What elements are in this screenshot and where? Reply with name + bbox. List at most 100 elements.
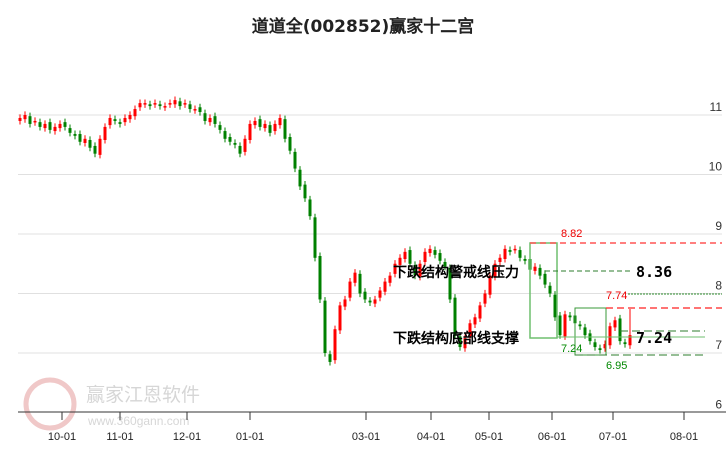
candle-body <box>208 117 212 123</box>
candle-body <box>398 257 402 265</box>
x-axis: 10-01 11-01 12-01 01-01 03-01 04-01 05-01 06-01… <box>18 411 726 443</box>
candle-body <box>593 342 597 348</box>
candle-body <box>68 128 72 133</box>
candle-body <box>503 248 507 259</box>
box-low-label: 7.24 <box>561 343 582 355</box>
candle-body <box>448 267 452 300</box>
resistance-label: 下跌结构警戒线压力 <box>393 264 519 281</box>
candle-body <box>93 145 97 154</box>
candle-body <box>43 123 47 129</box>
candle-body <box>538 267 542 276</box>
candle-body <box>443 261 447 267</box>
y-tick-label: 11 <box>710 100 723 114</box>
candle-body <box>258 119 262 127</box>
candle-body <box>523 258 527 261</box>
candle-body <box>618 318 622 342</box>
candle-body <box>343 299 347 307</box>
candle-body <box>363 291 367 300</box>
candle-body <box>463 338 467 349</box>
candle-body <box>353 272 357 283</box>
candle-body <box>533 266 537 271</box>
candle-body <box>123 117 127 123</box>
support-label: 下跌结构底部线支撑 <box>393 330 519 347</box>
candle-body <box>303 184 307 199</box>
candle-body <box>78 134 82 142</box>
candle-body <box>403 251 407 259</box>
candle-body <box>548 285 552 294</box>
candle-body <box>428 248 432 254</box>
candle-body <box>453 297 457 336</box>
candle-body <box>313 217 317 258</box>
watermark: 赢家江恩软件 www.360gann.com <box>23 377 200 431</box>
candle-body <box>508 250 512 252</box>
x-tick-label: 04-01 <box>417 431 445 443</box>
candle-body <box>438 253 442 261</box>
candle-body <box>518 250 522 258</box>
candle-body <box>133 109 137 117</box>
candle-body <box>423 251 427 262</box>
candle-body <box>513 248 517 251</box>
x-tick-label: 12-01 <box>173 431 201 443</box>
candle-body <box>458 336 462 348</box>
candle-body <box>468 323 472 337</box>
candle-body <box>358 273 362 294</box>
x-tick-label: 10-01 <box>48 431 76 443</box>
x-tick-label: 05-01 <box>475 431 503 443</box>
candle-body <box>288 137 292 151</box>
candle-body <box>308 199 312 217</box>
candle-body <box>148 104 152 107</box>
candle-body <box>63 122 67 127</box>
candle-body <box>233 142 237 145</box>
y-tick-label: 7 <box>715 338 722 352</box>
candle-body <box>98 138 102 155</box>
candle-body <box>553 294 557 318</box>
y-tick-label: 6 <box>715 398 722 412</box>
candle-body <box>238 145 242 154</box>
candle-body <box>393 263 397 274</box>
candle-body <box>278 117 282 126</box>
candle-body <box>318 256 322 300</box>
candle-body <box>143 103 147 105</box>
candle-body <box>28 116 32 124</box>
candle-body <box>58 123 62 129</box>
resistance-value: 8.36 <box>636 263 672 281</box>
x-tick-label: 11-01 <box>106 431 133 443</box>
upper-level-label: 8.82 <box>561 228 582 240</box>
candle-body <box>298 169 302 187</box>
candle-body <box>558 315 562 336</box>
candle-body <box>413 264 417 276</box>
candle-body <box>103 126 107 140</box>
candle-body <box>378 290 382 298</box>
candle-body <box>323 300 327 353</box>
candle-body <box>598 348 602 351</box>
candles <box>18 96 632 366</box>
candle-body <box>273 123 277 132</box>
lower-level-label: 6.95 <box>606 360 627 372</box>
x-tick-label: 08-01 <box>670 431 698 443</box>
candle-body <box>328 354 332 362</box>
candle-body <box>283 119 287 139</box>
candle-body <box>223 131 227 139</box>
x-tick-label: 07-01 <box>599 431 627 443</box>
y-tick-label: 10 <box>709 160 723 174</box>
candle-body <box>578 324 582 327</box>
candle-body <box>38 122 42 127</box>
candle-body <box>73 134 77 136</box>
candle-body <box>183 103 187 105</box>
candle-body <box>193 109 197 111</box>
candle-body <box>628 335 632 346</box>
candle-body <box>248 123 252 140</box>
candle-body <box>498 257 502 262</box>
y-tick-label: 8 <box>715 279 722 293</box>
candle-body <box>613 320 617 328</box>
candle-body <box>228 137 232 142</box>
candle-body <box>198 107 202 113</box>
candle-body <box>178 101 182 107</box>
watermark-seal-icon <box>23 377 77 431</box>
candle-body <box>333 329 337 361</box>
candle-body <box>583 327 587 336</box>
overlays: 下跌结构警戒线压力 下跌结构底部线支撑 8.36 7.24 8.82 7.74 … <box>393 228 722 372</box>
candle-body <box>493 263 497 277</box>
candle-body <box>253 120 257 126</box>
